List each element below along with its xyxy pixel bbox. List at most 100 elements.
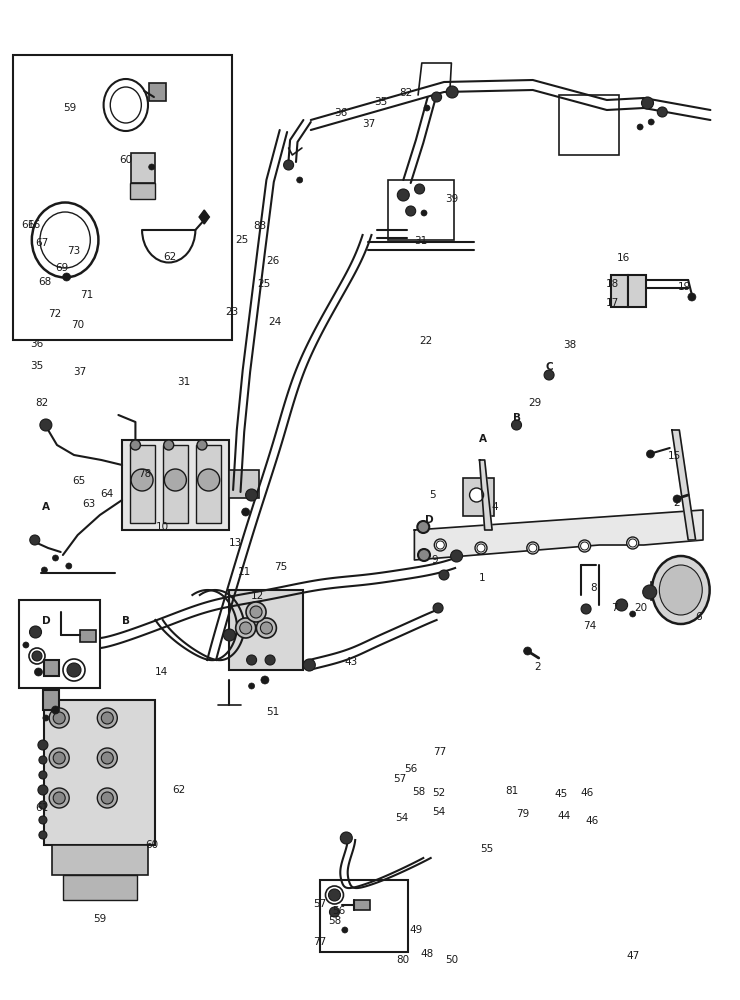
Text: 77: 77	[433, 747, 446, 757]
Text: 55: 55	[480, 844, 494, 854]
Circle shape	[544, 370, 554, 380]
Circle shape	[40, 419, 52, 431]
Circle shape	[261, 676, 269, 684]
Bar	[44, 660, 59, 676]
Text: 83: 83	[253, 221, 266, 231]
Text: 51: 51	[266, 707, 279, 717]
Circle shape	[431, 92, 442, 102]
Text: 62: 62	[164, 252, 177, 262]
Text: 58: 58	[412, 787, 426, 797]
Circle shape	[250, 606, 262, 618]
Text: 31: 31	[414, 236, 428, 246]
Text: 68: 68	[38, 277, 52, 287]
Text: 9: 9	[432, 555, 438, 565]
Text: 60: 60	[119, 155, 132, 165]
Text: 80: 80	[396, 955, 409, 965]
Text: 25: 25	[235, 235, 249, 245]
Circle shape	[149, 164, 155, 170]
Text: 62: 62	[172, 785, 186, 795]
Text: 47: 47	[626, 951, 639, 961]
Circle shape	[417, 521, 429, 533]
Circle shape	[246, 489, 258, 501]
Circle shape	[246, 655, 257, 665]
Bar	[628, 275, 646, 307]
Circle shape	[260, 622, 272, 634]
Circle shape	[637, 124, 643, 130]
Circle shape	[673, 495, 681, 503]
Text: 43: 43	[344, 657, 357, 667]
Text: 7: 7	[611, 603, 617, 613]
Text: 69: 69	[56, 263, 69, 273]
Circle shape	[66, 563, 72, 569]
Bar	[122, 440, 229, 530]
Circle shape	[439, 570, 449, 580]
Bar	[130, 445, 155, 523]
Circle shape	[642, 97, 653, 109]
Text: 71: 71	[80, 290, 93, 300]
Circle shape	[630, 611, 636, 617]
Circle shape	[477, 544, 485, 552]
Ellipse shape	[652, 556, 710, 624]
Circle shape	[39, 831, 47, 839]
Circle shape	[303, 659, 315, 671]
Circle shape	[688, 293, 696, 301]
Circle shape	[418, 549, 430, 561]
Text: 2: 2	[673, 498, 679, 508]
Circle shape	[424, 105, 430, 111]
Text: 26: 26	[266, 256, 280, 266]
Circle shape	[131, 469, 153, 491]
Bar	[18, 600, 100, 688]
Circle shape	[246, 602, 266, 622]
Text: 56: 56	[404, 764, 417, 774]
Text: 78: 78	[138, 469, 152, 479]
Circle shape	[35, 668, 42, 676]
Circle shape	[240, 622, 252, 634]
Circle shape	[23, 642, 29, 648]
Bar	[196, 445, 221, 523]
Circle shape	[581, 604, 591, 614]
Circle shape	[39, 801, 47, 809]
Circle shape	[198, 469, 220, 491]
Text: 82: 82	[400, 88, 413, 98]
Circle shape	[97, 788, 118, 808]
Circle shape	[32, 651, 42, 661]
Text: 38: 38	[563, 340, 576, 350]
Text: 39: 39	[445, 194, 459, 204]
Text: 58: 58	[329, 916, 342, 926]
Text: 37: 37	[362, 119, 375, 129]
Circle shape	[49, 788, 70, 808]
Bar	[559, 95, 619, 155]
Text: 57: 57	[313, 899, 326, 909]
Bar	[610, 275, 628, 307]
Circle shape	[53, 712, 65, 724]
Circle shape	[164, 469, 186, 491]
Circle shape	[130, 440, 141, 450]
Circle shape	[30, 535, 40, 545]
Text: 65: 65	[73, 476, 86, 486]
Bar	[80, 630, 96, 642]
Text: B: B	[122, 616, 130, 626]
Polygon shape	[480, 460, 492, 530]
Circle shape	[101, 752, 113, 764]
Bar	[63, 875, 137, 900]
Text: D: D	[425, 515, 434, 525]
Circle shape	[197, 440, 207, 450]
Circle shape	[397, 189, 409, 201]
Text: 45: 45	[554, 789, 568, 799]
Text: 1: 1	[480, 573, 485, 583]
Circle shape	[63, 273, 70, 281]
Circle shape	[511, 420, 522, 430]
Text: 36: 36	[334, 108, 347, 118]
Text: 19: 19	[678, 282, 691, 292]
Circle shape	[53, 792, 65, 804]
Circle shape	[446, 86, 458, 98]
Circle shape	[475, 542, 487, 554]
Text: 29: 29	[528, 398, 542, 408]
Circle shape	[67, 663, 81, 677]
Text: 4: 4	[492, 502, 498, 512]
Circle shape	[265, 655, 275, 665]
Text: 2: 2	[534, 662, 540, 672]
Circle shape	[249, 683, 255, 689]
Circle shape	[414, 184, 425, 194]
Text: 20: 20	[634, 603, 648, 613]
